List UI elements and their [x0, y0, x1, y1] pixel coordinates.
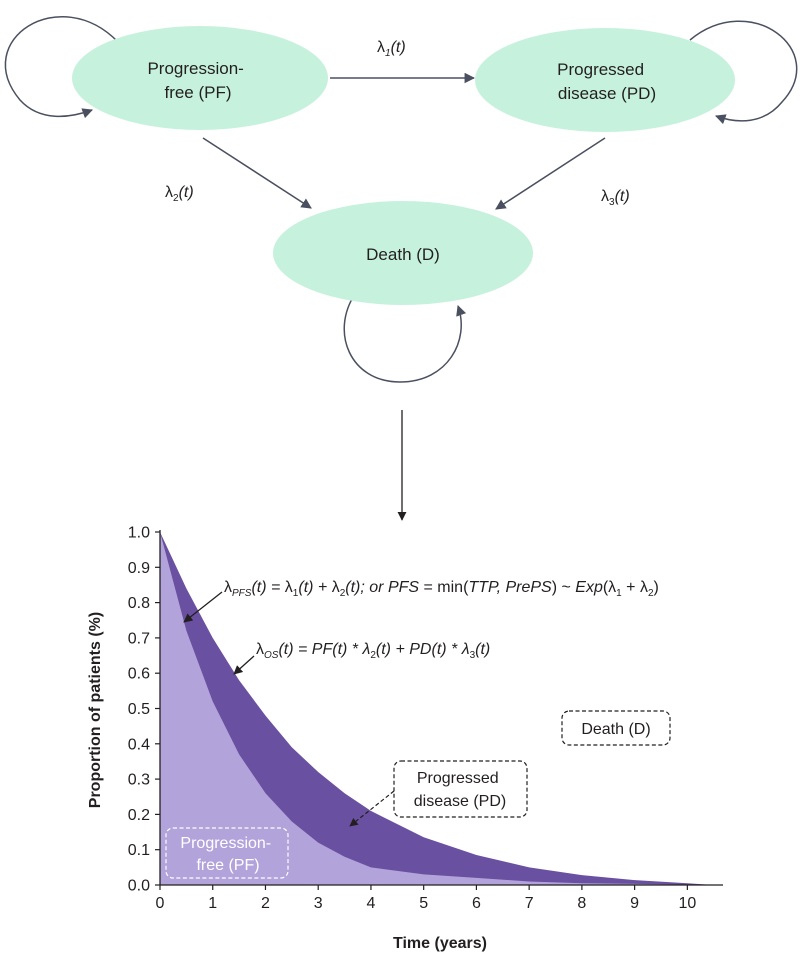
pd-self-loop-arrow: [689, 20, 798, 125]
lambda2-index: 2: [173, 193, 179, 204]
x-tick-label: 1: [208, 895, 217, 912]
y-tick-label: 1.0: [128, 525, 150, 542]
y-tick-label: 0.5: [128, 701, 150, 718]
survival-chart: 0.0 0.1 0.2 0.3 0.4 0.5 0.6 0.7 0.8 0.9 1.0 0 1 2 3 4 5 6…: [87, 525, 723, 952]
pd-state-node: [475, 28, 735, 132]
death-box: [561, 710, 671, 746]
x-tick-label: 9: [630, 895, 639, 912]
death-state-label: Death (D): [366, 245, 440, 264]
lambda3-arg: (t): [615, 188, 630, 205]
chart-axes: 0.0 0.1 0.2 0.3 0.4 0.5 0.6 0.7 0.8 0.9 1.0 0 1 2 3 4 5 6…: [128, 525, 723, 912]
lambda1-index: 1: [385, 48, 391, 59]
y-tick-label: 0.0: [128, 878, 150, 895]
x-tick-label: 3: [314, 895, 323, 912]
pf-state-node: [72, 26, 328, 130]
y-tick-label: 0.9: [128, 560, 150, 577]
y-tick-label: 0.1: [128, 842, 150, 859]
x-tick-label: 5: [419, 895, 428, 912]
y-tick-label: 0.6: [128, 666, 150, 683]
pd-box-label: Progressed disease (PD): [414, 770, 506, 810]
x-tick-label: 0: [156, 895, 165, 912]
state-diagram: Progression- free (PF) Progressed diseas…: [4, 15, 798, 383]
y-tick-label: 0.8: [128, 595, 150, 612]
x-tick-label: 4: [366, 895, 375, 912]
y-tick-label: 0.7: [128, 630, 150, 647]
pf-box: [165, 827, 289, 879]
death-self-loop-arrow: [343, 293, 467, 383]
lambda1-arg: (t): [391, 39, 406, 56]
pfs-pointer-arrow: [183, 591, 223, 623]
x-axis-title: Time (years): [393, 935, 487, 952]
lambda3-index: 3: [609, 197, 615, 208]
pd-state-label-line2: disease (PD): [558, 84, 656, 103]
pf-area: [160, 532, 714, 885]
y-tick-label: 0.4: [128, 736, 150, 753]
lambda2-symbol: λ: [165, 184, 173, 201]
pf-state-label: Progression- free (PF): [147, 59, 248, 102]
x-tick-label: 8: [577, 895, 586, 912]
os-formula: λOS(t) = PF(t) * λ2(t) + PD(t) * λ3(t): [256, 641, 490, 661]
pd-box: [393, 760, 528, 818]
y-tick-label: 0.2: [128, 807, 150, 824]
pf-state-label-line1: Progression-: [147, 59, 243, 78]
death-box-label: Death (D): [581, 721, 650, 738]
y-axis-title: Proportion of patients (%): [87, 612, 104, 808]
pfs-formula: λPFS(t) = λ1(t) + λ2(t); or PFS = min(TT…: [224, 579, 659, 599]
os-pointer-arrow: [233, 655, 255, 675]
lambda2-arg: (t): [179, 184, 194, 201]
pf-to-death-arrow: [202, 137, 312, 209]
pd-state-label: Progressed disease (PD): [557, 60, 656, 103]
lambda1-label: λ1(t): [377, 39, 406, 59]
pd-area: [160, 532, 714, 885]
x-tick-label: 2: [261, 895, 270, 912]
pf-state-label-line2: free (PF): [164, 83, 231, 102]
y-tick-label: 0.3: [128, 772, 150, 789]
pd-pointer-arrow: [349, 790, 395, 827]
pf-box-label: Progression- free (PF): [180, 835, 275, 874]
pf-self-loop-arrow: [4, 15, 119, 119]
death-state-node: [273, 201, 533, 305]
lambda2-label: λ2(t): [165, 184, 194, 204]
pd-state-label-line1: Progressed: [557, 60, 644, 79]
lambda3-symbol: λ: [601, 188, 609, 205]
pd-to-death-arrow: [495, 137, 606, 210]
x-tick-label: 6: [472, 895, 481, 912]
x-tick-label: 10: [678, 895, 696, 912]
lambda1-symbol: λ: [377, 39, 385, 56]
x-tick-label: 7: [525, 895, 534, 912]
chart-areas: [160, 532, 714, 885]
lambda3-label: λ3(t): [601, 188, 630, 208]
